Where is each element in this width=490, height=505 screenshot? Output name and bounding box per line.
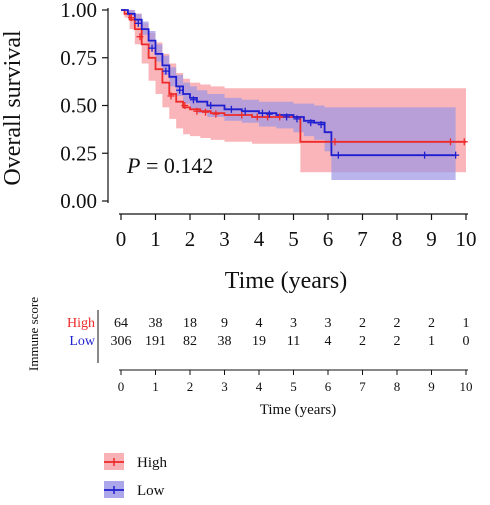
risk-table-title: Immune score [26,297,41,371]
x-tick-label: 4 [254,227,265,251]
risk-table-tick-label: 8 [394,379,401,394]
legend-label-high: High [137,455,168,471]
x-tick-label: 9 [426,227,437,251]
x-tick-label: 2 [185,227,196,251]
risk-table-tick-label: 7 [359,379,366,394]
risk-count-low: 82 [183,334,197,349]
risk-row-label-high: High [67,316,95,331]
y-tick-label: 1.00 [60,0,97,22]
p-value-annotation: P = 0.142 [126,153,213,178]
risk-count-low: 4 [325,334,332,349]
risk-table-tick-label: 6 [325,379,332,394]
x-tick-label: 3 [219,227,230,251]
risk-table-tick-label: 2 [187,379,194,394]
risk-count-low: 0 [463,334,470,349]
risk-count-high: 1 [463,316,470,331]
risk-count-low: 2 [359,334,366,349]
legend-label-low: Low [137,483,165,499]
risk-table-tick-label: 9 [428,379,435,394]
y-tick-label: 0.50 [60,94,97,118]
risk-count-low: 2 [394,334,401,349]
x-tick-label: 7 [357,227,368,251]
risk-table-tick-label: 3 [221,379,228,394]
risk-count-high: 2 [428,316,435,331]
x-tick-label: 1 [150,227,161,251]
risk-count-high: 3 [290,316,297,331]
risk-count-low: 11 [287,334,300,349]
risk-count-high: 2 [359,316,366,331]
risk-count-low: 306 [111,334,132,349]
risk-table: Immune score Time (years) High 64 38 18 9 4 3 3… [26,297,473,418]
risk-count-low: 191 [145,334,166,349]
risk-count-high: 64 [114,316,128,331]
risk-table-tick-label: 1 [152,379,159,394]
risk-table-tick-label: 10 [460,379,473,394]
confidence-band-low [121,10,456,180]
x-tick-label: 8 [392,227,403,251]
x-tick-label: 0 [116,227,127,251]
risk-row-label-low: Low [69,334,96,349]
risk-table-xlabel: Time (years) [260,402,337,418]
x-axis-label: Time (years) [225,268,347,294]
risk-table-tick-label: 0 [118,379,125,394]
y-axis-label: Overall survival [0,30,26,186]
risk-table-tick-label: 4 [256,379,263,394]
x-tick-label: 5 [288,227,299,251]
p-value-text: = 0.142 [140,153,213,178]
p-value-symbol: P [126,153,140,178]
legend: High Low [104,453,168,499]
risk-count-low: 1 [428,334,435,349]
x-tick-label: 10 [456,227,477,251]
y-tick-label: 0.00 [60,189,97,213]
risk-count-high: 4 [256,316,263,331]
risk-count-high: 18 [183,316,197,331]
y-tick-label: 0.75 [60,46,97,70]
risk-count-high: 38 [149,316,163,331]
survival-line-high [121,9,466,143]
risk-count-high: 3 [325,316,332,331]
x-tick-label: 6 [323,227,334,251]
risk-count-high: 9 [221,316,228,331]
y-tick-label: 0.25 [60,141,97,165]
survival-line-low [121,9,456,157]
risk-table-tick-label: 5 [290,379,297,394]
risk-count-high: 2 [394,316,401,331]
risk-count-low: 19 [252,334,266,349]
risk-count-low: 38 [218,334,232,349]
